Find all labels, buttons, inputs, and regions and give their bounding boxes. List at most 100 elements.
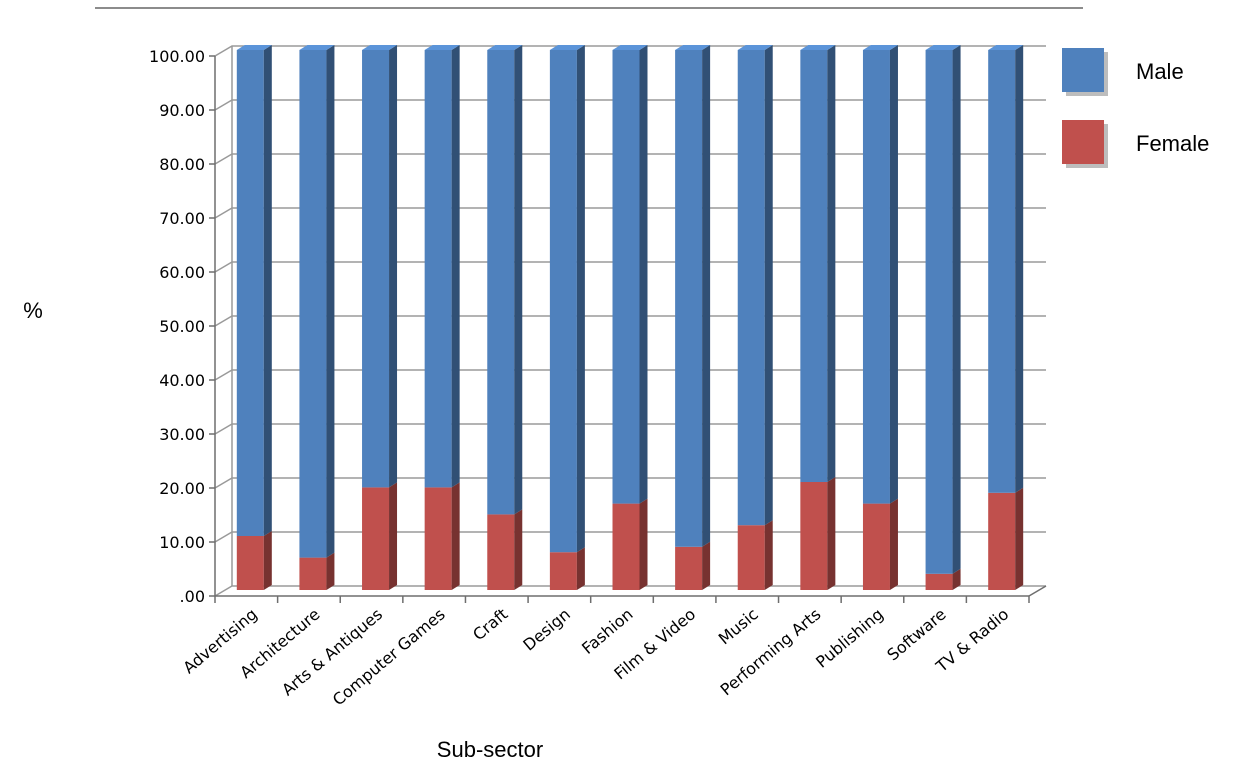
bar-female-front xyxy=(549,552,577,590)
bar-female xyxy=(925,568,961,590)
bar-female-side xyxy=(1015,487,1024,590)
y-tick-label: 30.00 xyxy=(159,425,205,444)
legend: Male Female xyxy=(1062,48,1209,168)
x-axis-label: Sub-sector xyxy=(437,737,543,762)
bar-female-side xyxy=(451,482,460,590)
bar-top-cap xyxy=(737,45,773,50)
bar-female xyxy=(299,552,335,590)
bar-female-side xyxy=(952,568,961,590)
bar-female xyxy=(800,477,836,590)
bar-male-side xyxy=(326,45,335,558)
legend-label: Male xyxy=(1136,59,1184,84)
bar-male-side xyxy=(952,45,961,574)
bar-male xyxy=(862,45,898,504)
bar-female-side xyxy=(827,477,836,590)
bar-top-cap xyxy=(800,45,836,50)
bar-female xyxy=(988,487,1024,590)
y-tick-label: 20.00 xyxy=(159,479,205,498)
bar-male xyxy=(612,45,648,504)
x-tick-label: Design xyxy=(519,605,574,655)
bar-male-side xyxy=(702,45,711,547)
bar-male-front xyxy=(737,50,765,526)
bar-male xyxy=(424,45,460,488)
bar-male xyxy=(988,45,1024,493)
bar-female-front xyxy=(925,573,953,590)
bar-top-cap xyxy=(424,45,460,50)
y-axis-label: % xyxy=(23,298,43,323)
bar-female xyxy=(612,498,648,590)
bar-female xyxy=(487,509,523,590)
bar-male-side xyxy=(263,45,272,536)
bar-female-side xyxy=(889,498,898,590)
bar-female-front xyxy=(737,525,765,590)
bar-female-front xyxy=(299,557,327,590)
bar-female-side xyxy=(764,520,773,590)
bar-female-front xyxy=(800,482,828,590)
bar-male-front xyxy=(925,50,953,574)
bar-top-cap xyxy=(362,45,398,50)
bar-male-front xyxy=(549,50,577,553)
bar-male xyxy=(299,45,335,558)
bar-top-cap xyxy=(612,45,648,50)
bar-female-front xyxy=(675,546,703,590)
bar-female-side xyxy=(389,482,398,590)
bar-top-cap xyxy=(487,45,523,50)
bar-male-front xyxy=(236,50,264,536)
bar-female-front xyxy=(362,487,390,590)
bar-female-side xyxy=(263,531,272,590)
bar-male xyxy=(236,45,272,536)
bar-female-side xyxy=(514,509,523,590)
bar-male-front xyxy=(800,50,828,482)
bar-female-front xyxy=(988,492,1016,590)
bar-male-front xyxy=(424,50,452,488)
bar-male-side xyxy=(827,45,836,482)
bar-male-side xyxy=(1015,45,1024,493)
bar-female-front xyxy=(862,503,890,590)
y-tick-labels: .00 10.00 20.00 30.00 40.00 50.00 60.00 70.00 80… xyxy=(149,47,205,606)
bar-female-front xyxy=(236,536,264,590)
bar-male-front xyxy=(612,50,640,504)
bar-male-side xyxy=(576,45,585,553)
bar-male-front xyxy=(988,50,1016,493)
y-tick-label: 100.00 xyxy=(149,47,205,66)
bar-male-side xyxy=(639,45,648,504)
bar-male-front xyxy=(675,50,703,547)
bar-female-side xyxy=(326,552,335,590)
bar-top-cap xyxy=(236,45,272,50)
bar-male xyxy=(675,45,711,547)
bar-female-front xyxy=(612,503,640,590)
bar-top-cap xyxy=(549,45,585,50)
y-tick-label: 50.00 xyxy=(159,317,205,336)
legend-item-female: Female xyxy=(1062,120,1209,168)
axes xyxy=(209,55,1047,603)
bar-male-front xyxy=(362,50,390,488)
bar-male-side xyxy=(451,45,460,488)
bar-male-front xyxy=(299,50,327,558)
y-tick-label: 60.00 xyxy=(159,263,205,282)
bar-top-cap xyxy=(988,45,1024,50)
legend-label: Female xyxy=(1136,131,1209,156)
bar-top-cap xyxy=(299,45,335,50)
legend-swatch xyxy=(1062,48,1104,92)
bar-female xyxy=(424,482,460,590)
bars xyxy=(236,45,1024,590)
bar-female xyxy=(236,531,272,590)
bar-female-front xyxy=(487,514,515,590)
gridlines xyxy=(214,45,1046,597)
bar-female-side xyxy=(639,498,648,590)
y-tick-label: 10.00 xyxy=(159,533,205,552)
x-tick-label: Music xyxy=(715,605,762,649)
x-tick-label: Computer Games xyxy=(329,605,449,710)
y-tick-label: 40.00 xyxy=(159,371,205,390)
bar-male-front xyxy=(487,50,515,515)
bar-female-side xyxy=(702,541,711,590)
legend-swatch xyxy=(1062,120,1104,164)
bar-male xyxy=(925,45,961,574)
bar-female xyxy=(675,541,711,590)
bar-top-cap xyxy=(925,45,961,50)
y-tick-label: 80.00 xyxy=(159,155,205,174)
legend-item-male: Male xyxy=(1062,48,1184,96)
x-tick-label: Fashion xyxy=(578,605,636,658)
bar-female-side xyxy=(576,547,585,590)
